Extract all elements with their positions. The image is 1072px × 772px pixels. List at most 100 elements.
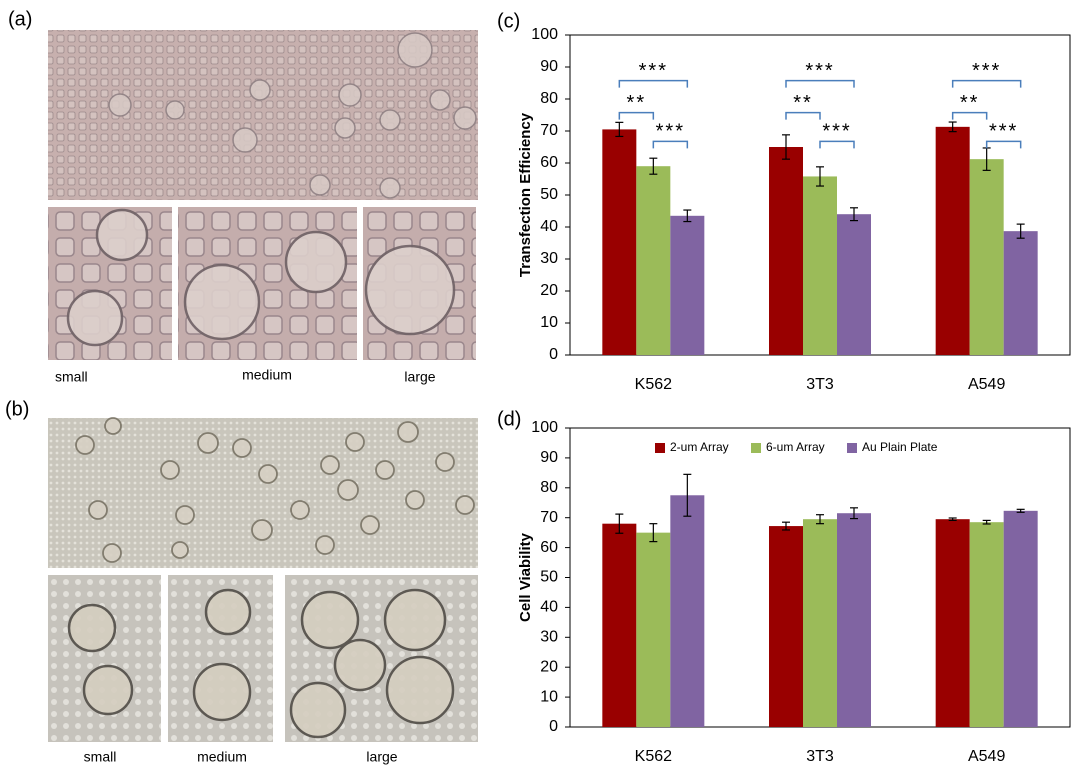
y-tick-label: 90 <box>540 58 558 75</box>
error-bar <box>850 207 858 222</box>
y-tick-label: 20 <box>540 282 558 299</box>
micrograph-b <box>48 417 478 742</box>
significance-label: *** <box>805 60 834 82</box>
legend-swatch <box>847 443 857 453</box>
y-tick-label: 40 <box>540 599 558 616</box>
panel-label: (c) <box>497 10 520 32</box>
y-tick-label: 40 <box>540 218 558 235</box>
bar <box>837 513 871 727</box>
significance-bracket <box>951 111 988 120</box>
error-bar <box>948 121 957 133</box>
y-tick-label: 80 <box>540 90 558 107</box>
bar <box>769 147 803 355</box>
bar <box>803 519 837 727</box>
y-tick-label: 0 <box>549 346 558 363</box>
error-bar <box>782 521 790 531</box>
significance-label: *** <box>989 121 1018 143</box>
significance-label: ** <box>793 92 813 114</box>
bar <box>602 523 637 727</box>
error-bar <box>615 513 624 534</box>
bar <box>969 159 1004 355</box>
bar <box>670 495 705 727</box>
bar <box>803 176 837 355</box>
significance-label: *** <box>656 121 685 143</box>
image-caption: large <box>366 749 397 765</box>
image-caption: small <box>84 749 117 765</box>
panel-label: (b) <box>5 398 29 420</box>
micrograph-a <box>48 30 478 360</box>
bar <box>935 126 970 355</box>
error-bar <box>615 121 624 138</box>
significance-label: *** <box>972 60 1001 82</box>
image-caption: medium <box>197 749 247 765</box>
y-tick-label: 20 <box>540 658 558 675</box>
x-tick-label: A549 <box>968 748 1005 765</box>
y-tick-label: 0 <box>549 718 558 735</box>
error-bar <box>683 473 692 517</box>
y-tick-label: 30 <box>540 629 558 646</box>
bar <box>636 532 671 727</box>
error-bar <box>816 514 824 525</box>
x-tick-label: 3T3 <box>806 376 834 393</box>
significance-label: *** <box>639 60 668 82</box>
error-bar <box>982 519 991 525</box>
significance-bracket <box>985 140 1022 149</box>
y-tick-label: 90 <box>540 449 558 466</box>
legend-swatch <box>655 443 665 453</box>
y-tick-label: 50 <box>540 569 558 586</box>
y-tick-label: 70 <box>540 509 558 526</box>
y-tick-label: 30 <box>540 250 558 267</box>
bar <box>769 526 803 727</box>
error-bar <box>1016 223 1025 239</box>
significance-label: *** <box>822 121 851 143</box>
bar <box>969 522 1004 727</box>
y-tick-label: 80 <box>540 479 558 496</box>
bar <box>602 129 637 355</box>
y-axis-title: Cell Viability <box>517 532 534 622</box>
y-tick-label: 10 <box>540 314 558 331</box>
x-tick-label: K562 <box>635 748 672 765</box>
y-tick-label: 100 <box>531 26 558 43</box>
panel-label: (a) <box>8 8 32 30</box>
y-axis-title: Transfection Efficiency <box>517 112 534 277</box>
significance-label: ** <box>960 92 980 114</box>
x-tick-label: A549 <box>968 376 1005 393</box>
bar <box>636 166 671 355</box>
significance-bracket <box>951 79 1022 88</box>
legend-swatch <box>751 443 761 453</box>
legend-label: 2-um Array <box>670 440 729 454</box>
y-tick-label: 50 <box>540 186 558 203</box>
significance-bracket <box>618 111 655 120</box>
significance-label: ** <box>627 92 647 114</box>
y-tick-label: 100 <box>531 419 558 436</box>
error-bar <box>649 157 658 175</box>
error-bar <box>948 517 957 521</box>
significance-bracket <box>618 79 689 88</box>
bar <box>935 519 970 727</box>
image-caption: small <box>55 369 88 385</box>
y-tick-label: 70 <box>540 122 558 139</box>
image-caption: medium <box>242 367 292 383</box>
error-bar <box>683 209 692 223</box>
bar <box>670 215 705 355</box>
y-tick-label: 10 <box>540 688 558 705</box>
bar <box>837 214 871 355</box>
bar <box>1003 510 1038 727</box>
error-bar <box>649 523 658 543</box>
error-bar <box>1016 508 1025 513</box>
significance-bracket <box>652 140 689 149</box>
image-caption: large <box>404 369 435 385</box>
y-tick-label: 60 <box>540 154 558 171</box>
legend-label: Au Plain Plate <box>862 440 938 454</box>
significance-bracket <box>819 140 855 149</box>
legend-label: 6-um Array <box>766 440 825 454</box>
error-bar <box>816 166 824 187</box>
y-tick-label: 60 <box>540 539 558 556</box>
bar <box>1003 231 1038 355</box>
x-tick-label: K562 <box>635 376 672 393</box>
significance-bracket <box>785 79 855 88</box>
panel-label: (d) <box>497 408 521 430</box>
error-bar <box>850 507 858 520</box>
